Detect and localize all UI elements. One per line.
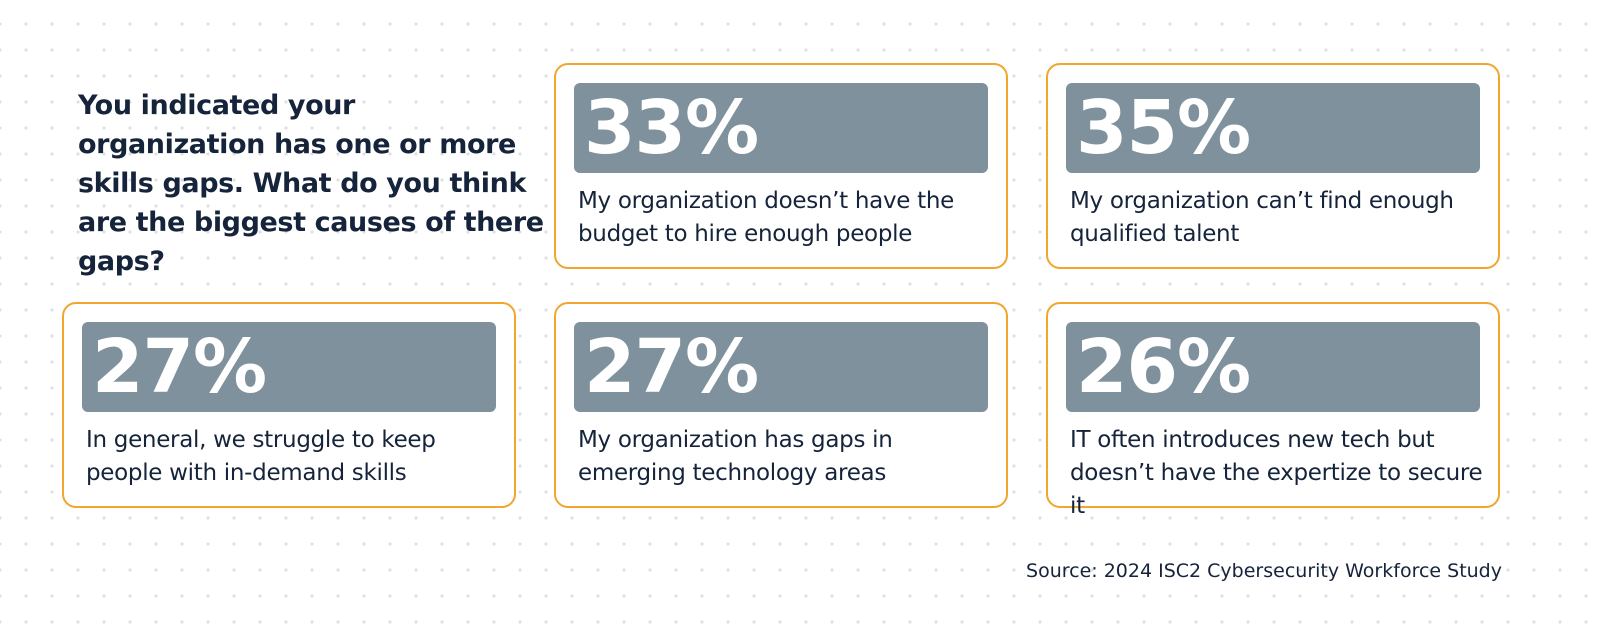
stat-card-talent: 35% My organization can’t find enough qu… xyxy=(1046,63,1500,269)
percent-value: 26% xyxy=(1076,324,1251,410)
percent-bar: 26% xyxy=(1066,322,1480,412)
stat-label: In general, we struggle to keep people w… xyxy=(86,427,436,486)
stat-card-retention: 27% In general, we struggle to keep peop… xyxy=(62,302,516,508)
percent-value: 27% xyxy=(92,324,267,410)
percent-value: 27% xyxy=(584,324,759,410)
percent-value: 33% xyxy=(584,85,759,171)
stat-card-it-expertise: 26% IT often introduces new tech but doe… xyxy=(1046,302,1500,519)
percent-bar: 35% xyxy=(1066,83,1480,173)
stat-label: My organization doesn’t have the budget … xyxy=(578,188,954,247)
stat-card-emerging-tech: 27% My organization has gaps in emerging… xyxy=(554,302,1008,508)
percent-value: 35% xyxy=(1076,85,1251,171)
percent-bar: 27% xyxy=(574,322,988,412)
question-heading: You indicated your organization has one … xyxy=(78,90,544,277)
stat-label: My organization has gaps in emerging tec… xyxy=(578,427,893,486)
percent-bar: 27% xyxy=(82,322,496,412)
source-note: Source: 2024 ISC2 Cybersecurity Workforc… xyxy=(1026,560,1502,582)
percent-bar: 33% xyxy=(574,83,988,173)
stat-label: My organization can’t find enough qualif… xyxy=(1070,188,1454,247)
stat-label: IT often introduces new tech but doesn’t… xyxy=(1070,427,1483,519)
stat-card-budget: 33% My organization doesn’t have the bud… xyxy=(554,63,1008,269)
